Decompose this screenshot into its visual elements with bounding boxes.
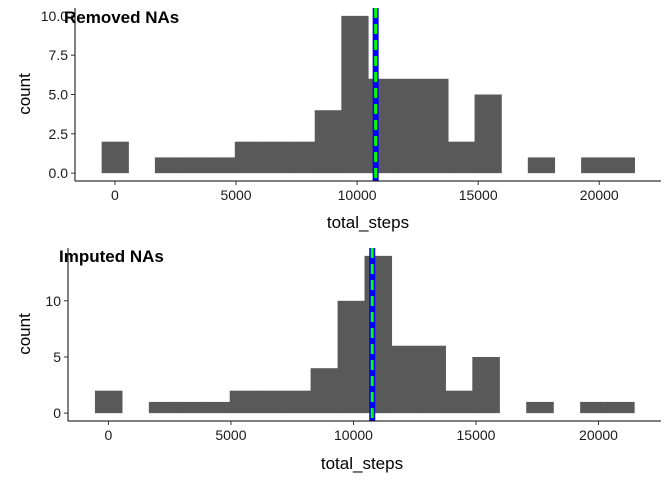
histogram-bar [418, 345, 446, 414]
histogram-bar [314, 110, 342, 174]
y-tick-label: 5.0 [49, 87, 69, 103]
y-tick-label: 10.0 [41, 8, 68, 24]
y-tick-label: 5 [53, 349, 61, 365]
panel-imputed-nas: 0 5000 10000 15000 20000 0 5 10 Imputed NAs to… [15, 247, 661, 473]
x-tick-label: 10000 [338, 187, 377, 203]
histogram-bar [394, 78, 422, 174]
histogram-bar [310, 368, 339, 414]
histogram-bar [94, 390, 123, 414]
x-axis-label: total_steps [321, 454, 403, 473]
x-axis-label: total_steps [327, 213, 409, 232]
histogram-bar [391, 345, 419, 414]
x-tick-label: 0 [111, 187, 119, 203]
y-tick-label: 0 [53, 405, 61, 421]
y-tick-label: 0.0 [49, 165, 69, 181]
histogram-bar [283, 390, 312, 414]
histogram-bar [175, 401, 204, 414]
panel-title: Imputed NAs [59, 247, 164, 266]
histogram-bars [101, 15, 635, 174]
y-axis-label: count [15, 73, 34, 115]
histogram-bar [607, 401, 635, 414]
histogram-bar [208, 157, 236, 174]
histogram-bar [256, 390, 285, 414]
histogram-bar [234, 141, 263, 174]
histogram-bars [94, 255, 635, 414]
x-tick-label: 10000 [334, 427, 373, 443]
x-axis-ticks: 0 5000 10000 15000 20000 [105, 421, 618, 443]
y-tick-label: 10 [45, 293, 61, 309]
histogram-bar [581, 157, 609, 174]
panel-title: Removed NAs [64, 8, 179, 27]
histogram-bar [527, 157, 556, 174]
y-tick-label: 7.5 [49, 47, 69, 63]
y-axis-ticks: 0.0 2.5 5.0 7.5 10.0 [41, 8, 75, 181]
histogram-bar [445, 390, 473, 414]
x-tick-label: 15000 [457, 427, 496, 443]
x-tick-label: 0 [105, 427, 113, 443]
histogram-bar [337, 300, 366, 414]
y-axis-label: count [15, 313, 34, 355]
histogram-bar [148, 401, 177, 414]
histogram-bar [288, 141, 316, 174]
histogram-bar [368, 78, 396, 174]
histogram-bar [607, 157, 635, 174]
x-tick-label: 20000 [580, 187, 619, 203]
x-tick-label: 5000 [220, 187, 251, 203]
histogram-bar [421, 78, 449, 174]
histogram-bar [202, 401, 231, 414]
histogram-bar [447, 141, 476, 174]
y-tick-label: 2.5 [49, 126, 69, 142]
y-axis-ticks: 0 5 10 [45, 293, 68, 421]
histogram-bar [364, 255, 393, 414]
histogram-bar [474, 94, 502, 174]
histogram-bar [181, 157, 209, 174]
x-tick-label: 20000 [579, 427, 618, 443]
histogram-bar [526, 401, 554, 414]
x-tick-label: 15000 [459, 187, 498, 203]
histogram-bar [580, 401, 608, 414]
panel-removed-nas: 0 5000 10000 15000 20000 0.0 2.5 5.0 7.5 10.0 Re… [15, 8, 661, 232]
histogram-bar [472, 356, 500, 414]
x-tick-label: 5000 [215, 427, 246, 443]
histogram-bar [261, 141, 289, 174]
histogram-bar [154, 157, 183, 174]
x-axis-ticks: 0 5000 10000 15000 20000 [111, 181, 619, 203]
histogram-bar [341, 15, 369, 174]
histogram-bar [229, 390, 258, 414]
histogram-bar [101, 141, 129, 174]
